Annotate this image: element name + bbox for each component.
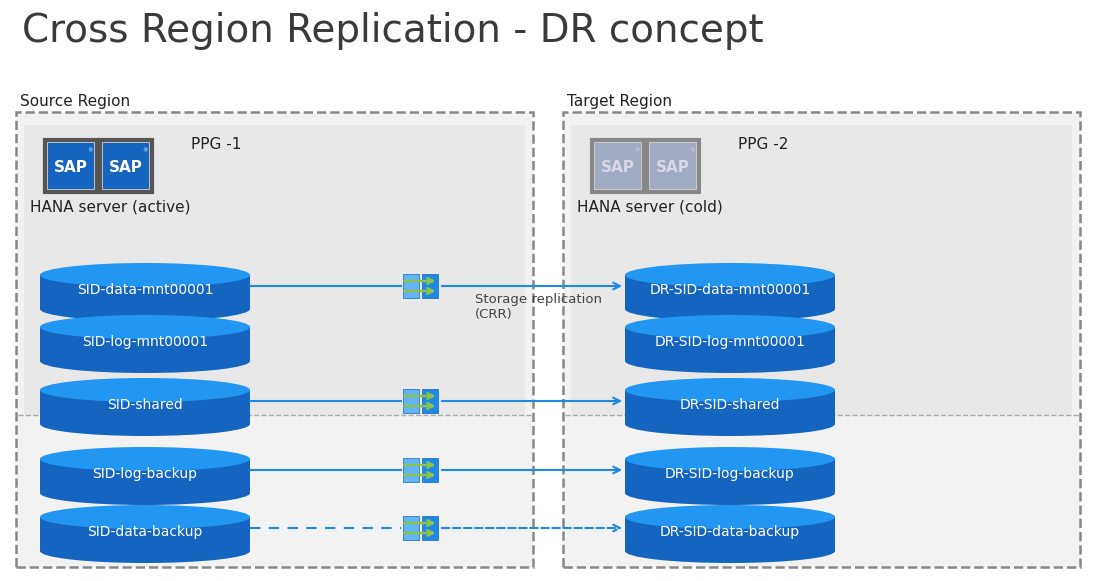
Text: SID-data-mnt00001: SID-data-mnt00001 [77,282,214,296]
Ellipse shape [39,315,250,339]
FancyBboxPatch shape [24,125,525,415]
Text: SID-data-backup: SID-data-backup [88,525,203,539]
Ellipse shape [39,378,250,402]
Ellipse shape [625,481,835,505]
FancyBboxPatch shape [592,140,644,192]
Ellipse shape [625,447,835,471]
FancyBboxPatch shape [402,389,419,413]
FancyBboxPatch shape [39,459,250,493]
Text: ®: ® [88,149,93,153]
FancyBboxPatch shape [48,143,94,189]
Text: HANA server (cold): HANA server (cold) [576,200,722,215]
Text: DR-SID-shared: DR-SID-shared [680,397,780,411]
Text: ®: ® [142,149,148,153]
FancyBboxPatch shape [595,143,641,189]
Ellipse shape [39,447,250,471]
Ellipse shape [625,505,835,529]
Text: SAP: SAP [657,160,690,175]
Ellipse shape [625,349,835,373]
Text: Source Region: Source Region [20,94,130,109]
Ellipse shape [39,297,250,321]
FancyBboxPatch shape [625,390,835,424]
Text: HANA server (active): HANA server (active) [30,200,191,215]
Text: SID-log-backup: SID-log-backup [92,467,197,480]
Text: DR-SID-data-backup: DR-SID-data-backup [660,525,800,539]
FancyBboxPatch shape [422,274,437,298]
FancyBboxPatch shape [422,516,437,540]
Text: ®: ® [635,149,640,153]
FancyBboxPatch shape [563,112,1080,567]
Text: SID-log-mnt00001: SID-log-mnt00001 [82,335,208,349]
Text: PPG -2: PPG -2 [738,137,788,152]
Text: DR-SID-data-mnt00001: DR-SID-data-mnt00001 [649,282,811,296]
FancyBboxPatch shape [402,274,419,298]
FancyBboxPatch shape [647,140,699,192]
Text: ®: ® [689,149,695,153]
Text: SID-shared: SID-shared [107,397,183,411]
Ellipse shape [625,315,835,339]
FancyBboxPatch shape [39,275,250,309]
Ellipse shape [625,297,835,321]
Ellipse shape [625,263,835,287]
FancyBboxPatch shape [650,143,696,189]
Text: Target Region: Target Region [567,94,672,109]
FancyBboxPatch shape [625,327,835,361]
FancyBboxPatch shape [39,517,250,551]
FancyBboxPatch shape [422,389,437,413]
FancyBboxPatch shape [16,112,533,567]
Ellipse shape [39,505,250,529]
Ellipse shape [625,412,835,436]
FancyBboxPatch shape [402,516,419,540]
Text: Cross Region Replication - DR concept: Cross Region Replication - DR concept [22,12,764,50]
FancyBboxPatch shape [625,517,835,551]
Ellipse shape [625,378,835,402]
Text: Storage replication
(CRR): Storage replication (CRR) [475,293,602,321]
Text: SAP: SAP [601,160,635,175]
FancyBboxPatch shape [45,140,98,192]
Ellipse shape [39,349,250,373]
Text: DR-SID-log-mnt00001: DR-SID-log-mnt00001 [654,335,806,349]
Ellipse shape [39,412,250,436]
FancyBboxPatch shape [100,140,152,192]
Ellipse shape [39,263,250,287]
Text: DR-SID-log-backup: DR-SID-log-backup [665,467,795,480]
FancyBboxPatch shape [103,143,149,189]
Ellipse shape [39,481,250,505]
Ellipse shape [625,539,835,563]
FancyBboxPatch shape [402,458,419,482]
Text: SAP: SAP [54,160,88,175]
Text: SAP: SAP [110,160,142,175]
FancyBboxPatch shape [39,327,250,361]
Text: PPG -1: PPG -1 [191,137,241,152]
FancyBboxPatch shape [39,390,250,424]
FancyBboxPatch shape [625,275,835,309]
FancyBboxPatch shape [422,458,437,482]
Ellipse shape [39,539,250,563]
FancyBboxPatch shape [625,459,835,493]
FancyBboxPatch shape [571,125,1072,415]
